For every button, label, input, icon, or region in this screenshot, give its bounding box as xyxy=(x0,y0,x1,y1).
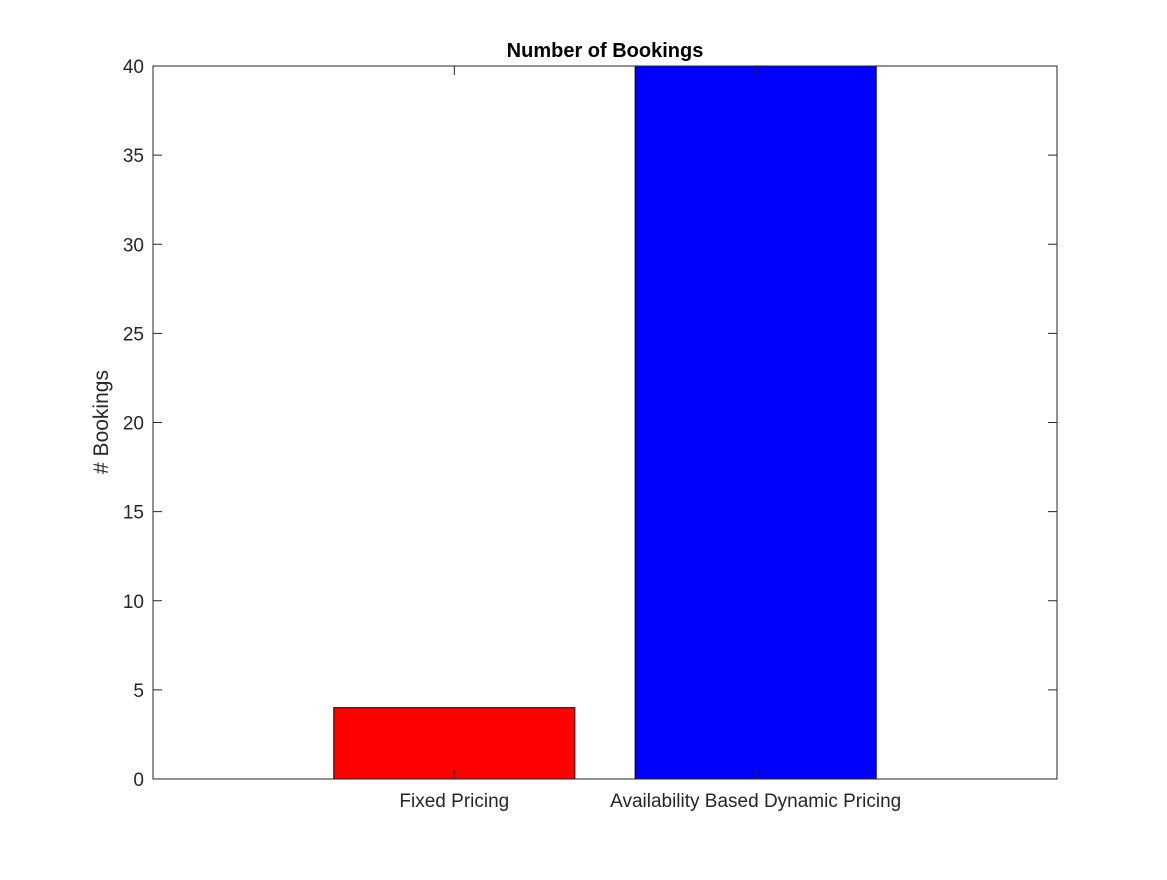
bars-group xyxy=(333,65,877,780)
y-tick-label: 35 xyxy=(123,146,144,167)
y-tick-label: 5 xyxy=(133,681,144,702)
y-tick-label: 40 xyxy=(123,57,144,78)
plot-area xyxy=(153,66,1057,779)
x-tick-labels: Fixed Pricing Availability Based Dynamic … xyxy=(399,791,901,812)
y-tick-label: 30 xyxy=(123,235,144,256)
plot-frame xyxy=(152,65,1058,780)
ticks-group xyxy=(153,65,1057,780)
y-tick-label: 10 xyxy=(123,592,144,613)
y-tick-label: 20 xyxy=(123,414,144,435)
bar-1 xyxy=(333,707,576,780)
y-tick-label: 15 xyxy=(123,503,144,524)
y-tick-labels: 0 5 10 15 20 25 30 35 40 xyxy=(123,57,144,791)
bar-2 xyxy=(634,65,877,780)
y-tick-label: 25 xyxy=(123,324,144,345)
y-axis-label: # Bookings xyxy=(90,370,113,474)
x-tick-label: Fixed Pricing xyxy=(399,791,509,812)
x-tick-label: Availability Based Dynamic Pricing xyxy=(610,791,901,812)
y-tick-label: 0 xyxy=(133,770,144,791)
chart-title: Number of Bookings xyxy=(507,40,704,62)
